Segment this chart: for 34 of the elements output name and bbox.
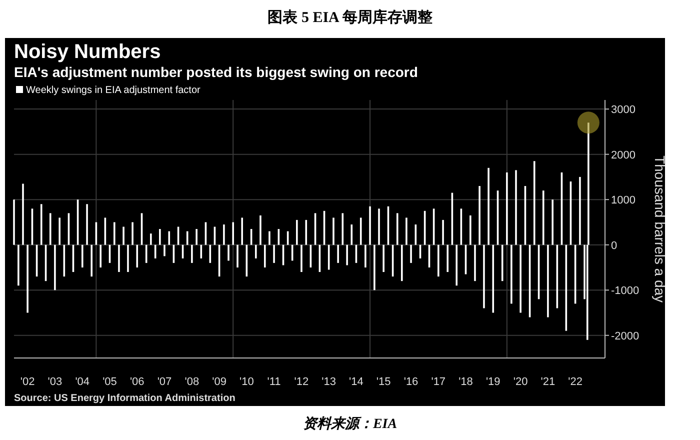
x-tick-label: '07 bbox=[157, 376, 172, 388]
chart-subtitle: EIA's adjustment number posted its biggest swing on record bbox=[14, 64, 418, 80]
y-tick-label: 0 bbox=[611, 240, 618, 252]
x-tick-label: '05 bbox=[102, 376, 117, 388]
x-tick-label: '18 bbox=[458, 376, 473, 388]
y-tick-label: 2000 bbox=[611, 149, 636, 162]
y-tick-label: -2000 bbox=[611, 330, 640, 342]
x-tick-label: '08 bbox=[184, 376, 200, 388]
x-tick-label: '02 bbox=[20, 376, 35, 388]
x-tick-label: '09 bbox=[212, 376, 226, 388]
x-tick-label: '13 bbox=[322, 376, 336, 388]
x-tick-label: '14 bbox=[349, 376, 364, 388]
y-tick-label: 1000 bbox=[611, 194, 636, 207]
source-note: Source: US Energy Information Administration bbox=[14, 393, 236, 404]
x-tick-label: '12 bbox=[294, 376, 309, 388]
x-tick-label: '06 bbox=[130, 376, 144, 388]
chart-title: Noisy Numbers bbox=[14, 41, 161, 63]
y-axis-title: Thousand barrels a day bbox=[652, 155, 668, 303]
legend-label: Weekly swings in EIA adjustment factor bbox=[26, 85, 202, 96]
x-tick-label: '03 bbox=[48, 376, 62, 388]
x-tick-label: '17 bbox=[431, 376, 446, 388]
x-tick-label: '21 bbox=[540, 376, 556, 388]
y-tick-label: -1000 bbox=[611, 285, 640, 298]
x-tick-label: '10 bbox=[239, 376, 254, 388]
x-tick-label: '11 bbox=[267, 376, 281, 388]
x-tick-label: '19 bbox=[486, 376, 500, 388]
x-tick-label: '22 bbox=[568, 376, 582, 388]
x-tick-label: '20 bbox=[513, 376, 528, 388]
text: 资料来源：EIA bbox=[302, 416, 398, 432]
x-tick-label: '15 bbox=[376, 376, 391, 388]
y-tick-label: 3000 bbox=[611, 104, 636, 116]
x-tick-label: '16 bbox=[404, 376, 418, 388]
x-tick-label: '04 bbox=[75, 376, 90, 388]
text: 图表 5 EIA 每周库存调整 bbox=[268, 8, 432, 26]
